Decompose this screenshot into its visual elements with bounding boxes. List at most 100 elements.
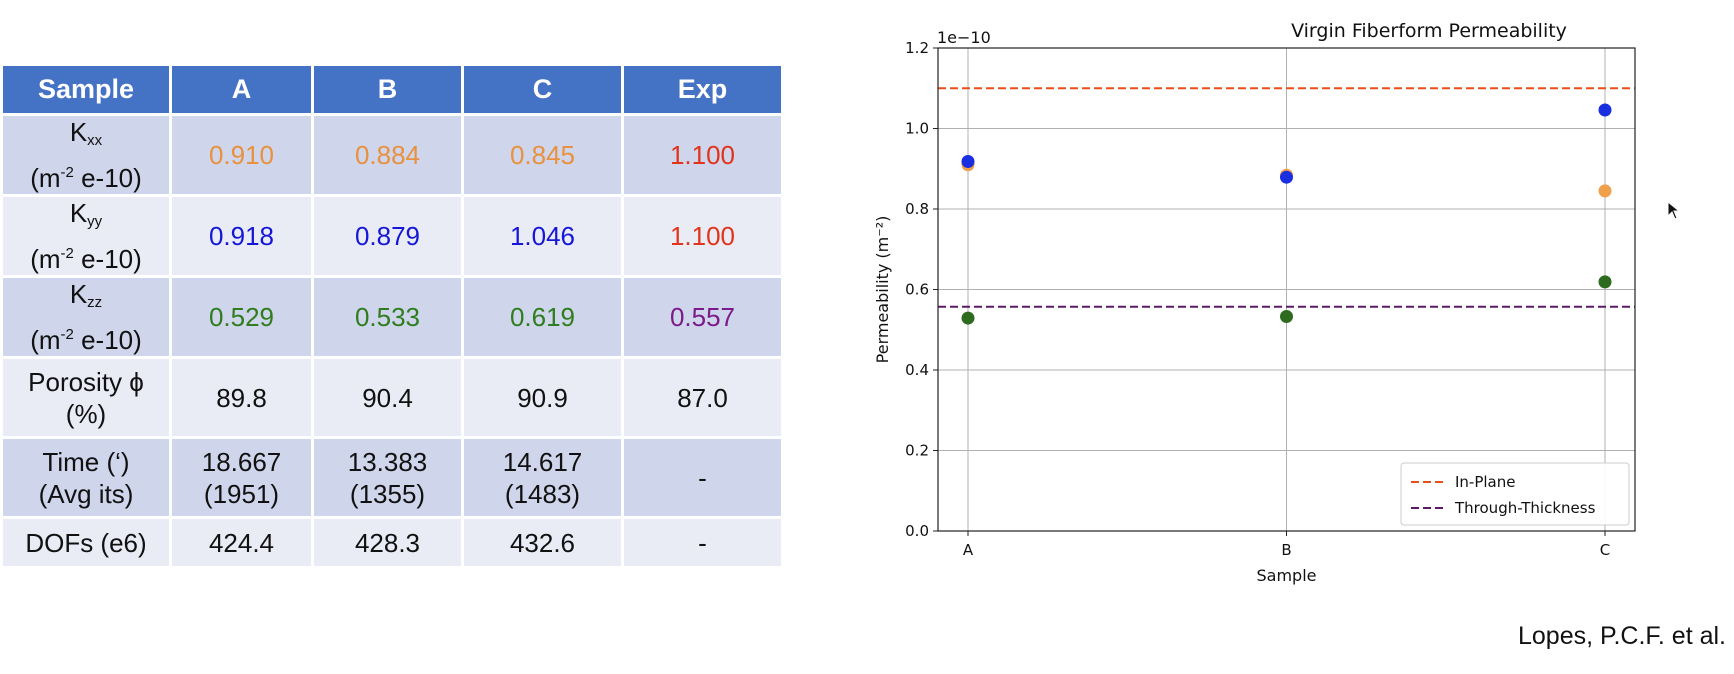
kxx-unit-suffix: e-10) (73, 163, 142, 193)
table-row-dofs: DOFs (e6) 424.4 428.3 432.6 - (0, 516, 784, 569)
data-point (1598, 103, 1612, 117)
kyy-unit-prefix: (m (30, 244, 61, 274)
y-tick-label: 0.0 (905, 522, 929, 540)
data-point (961, 311, 975, 325)
kyy-a: 0.918 (169, 194, 314, 278)
kxx-subscript: xx (87, 132, 103, 149)
header-exp: Exp (621, 63, 784, 116)
x-tick-label: B (1281, 541, 1291, 559)
y-tick-label: 0.8 (905, 200, 929, 218)
legend: In-Plane Through-Thickness (1400, 462, 1630, 526)
kyy-exp: 1.100 (621, 194, 784, 278)
kzz-symbol: K (69, 279, 88, 309)
data-points (961, 103, 1612, 325)
kxx-a: 0.910 (169, 113, 314, 197)
header-c: C (461, 63, 624, 116)
time-label-line1: Time (‘) (42, 446, 130, 477)
porosity-b: 90.4 (311, 356, 464, 439)
permeability-scatter-chart: Virgin Fiberform Permeability 1e−10 0.00… (873, 20, 1636, 585)
time-a-value: 18.667 (201, 446, 282, 477)
permeability-table: Sample A B C Exp Kxx (m-2 e-10) 0.910 0.… (0, 63, 784, 569)
row-label-kxx: Kxx (m-2 e-10) (0, 113, 172, 197)
kzz-unit-suffix: e-10) (73, 325, 142, 355)
table-row-kxx: Kxx (m-2 e-10) 0.910 0.884 0.845 1.100 (0, 113, 784, 197)
kyy-b: 0.879 (311, 194, 464, 278)
row-label-porosity: Porosity ϕ (%) (0, 356, 172, 439)
row-label-time: Time (‘) (Avg its) (0, 436, 172, 519)
porosity-a: 89.8 (169, 356, 314, 439)
reference-lines (938, 87, 1635, 308)
table-row-time: Time (‘) (Avg its) 18.667 (1951) 13.383 … (0, 436, 784, 519)
data-point (1598, 184, 1612, 198)
dofs-exp: - (621, 516, 784, 569)
grid (938, 47, 1635, 532)
x-tick-label: C (1600, 541, 1610, 559)
kyy-subscript: yy (87, 213, 103, 230)
porosity-label-line2: (%) (65, 398, 107, 429)
time-label-line2: (Avg its) (38, 478, 134, 509)
kyy-unit-exp: -2 (60, 245, 74, 262)
table-header-row: Sample A B C Exp (0, 63, 784, 116)
scale-label: 1e−10 (937, 28, 991, 47)
kyy-unit-suffix: e-10) (73, 244, 142, 274)
porosity-c: 90.9 (461, 356, 624, 439)
data-point (961, 155, 975, 169)
time-b: 13.383 (1355) (311, 436, 464, 519)
time-exp: - (621, 436, 784, 519)
y-tick-label: 0.6 (905, 281, 929, 299)
time-b-iterations: (1355) (349, 478, 426, 509)
y-tick-label: 1.2 (905, 39, 929, 57)
header-a: A (169, 63, 314, 116)
legend-label-through-thickness: Through-Thickness (1454, 499, 1596, 517)
y-axis-ticks: 0.0 0.2 0.4 0.6 0.8 1.0 1.2 (905, 39, 938, 540)
kzz-subscript: zz (87, 294, 103, 311)
x-axis-label: Sample (1257, 566, 1317, 585)
y-tick-label: 0.4 (905, 361, 929, 379)
kxx-b: 0.884 (311, 113, 464, 197)
time-b-value: 13.383 (347, 446, 428, 477)
time-c-iterations: (1483) (504, 478, 581, 509)
header-sample: Sample (0, 63, 172, 116)
table-row-porosity: Porosity ϕ (%) 89.8 90.4 90.9 87.0 (0, 356, 784, 439)
table-row-kyy: Kyy (m-2 e-10) 0.918 0.879 1.046 1.100 (0, 194, 784, 278)
x-tick-label: A (963, 541, 974, 559)
legend-box (1400, 462, 1630, 526)
data-point (1280, 170, 1293, 184)
kzz-unit-prefix: (m (30, 325, 61, 355)
dofs-c: 432.6 (461, 516, 624, 569)
time-c-value: 14.617 (502, 446, 583, 477)
table-row-kzz: Kzz (m-2 e-10) 0.529 0.533 0.619 0.557 (0, 275, 784, 359)
row-label-kyy: Kyy (m-2 e-10) (0, 194, 172, 278)
kzz-unit-exp: -2 (60, 326, 74, 343)
time-c: 14.617 (1483) (461, 436, 624, 519)
kzz-b: 0.533 (311, 275, 464, 359)
kxx-symbol: K (69, 117, 88, 147)
kxx-exp: 1.100 (621, 113, 784, 197)
kxx-unit-exp: -2 (60, 164, 74, 181)
y-axis-label: Permeability (m⁻²) (873, 216, 892, 364)
header-b: B (311, 63, 464, 116)
y-tick-label: 0.2 (905, 442, 929, 460)
porosity-exp: 87.0 (621, 356, 784, 439)
row-label-kzz: Kzz (m-2 e-10) (0, 275, 172, 359)
chart-title: Virgin Fiberform Permeability (1291, 20, 1567, 42)
data-point (1280, 309, 1293, 323)
kxx-c: 0.845 (461, 113, 624, 197)
mouse-cursor-icon (1667, 201, 1681, 220)
time-a: 18.667 (1951) (169, 436, 314, 519)
dofs-a: 424.4 (169, 516, 314, 569)
kyy-symbol: K (69, 198, 88, 228)
kzz-a: 0.529 (169, 275, 314, 359)
citation-credit: Lopes, P.C.F. et al. (1518, 622, 1726, 650)
x-axis-ticks: A B C (963, 531, 1610, 559)
time-a-iterations: (1951) (203, 478, 280, 509)
y-tick-label: 1.0 (905, 120, 929, 138)
porosity-label-line1: Porosity ϕ (28, 366, 144, 397)
kzz-exp: 0.557 (621, 275, 784, 359)
kxx-unit-prefix: (m (30, 163, 61, 193)
data-point (1598, 275, 1612, 289)
row-label-dofs: DOFs (e6) (0, 516, 172, 569)
dofs-b: 428.3 (311, 516, 464, 569)
kzz-c: 0.619 (461, 275, 624, 359)
kyy-c: 1.046 (461, 194, 624, 278)
